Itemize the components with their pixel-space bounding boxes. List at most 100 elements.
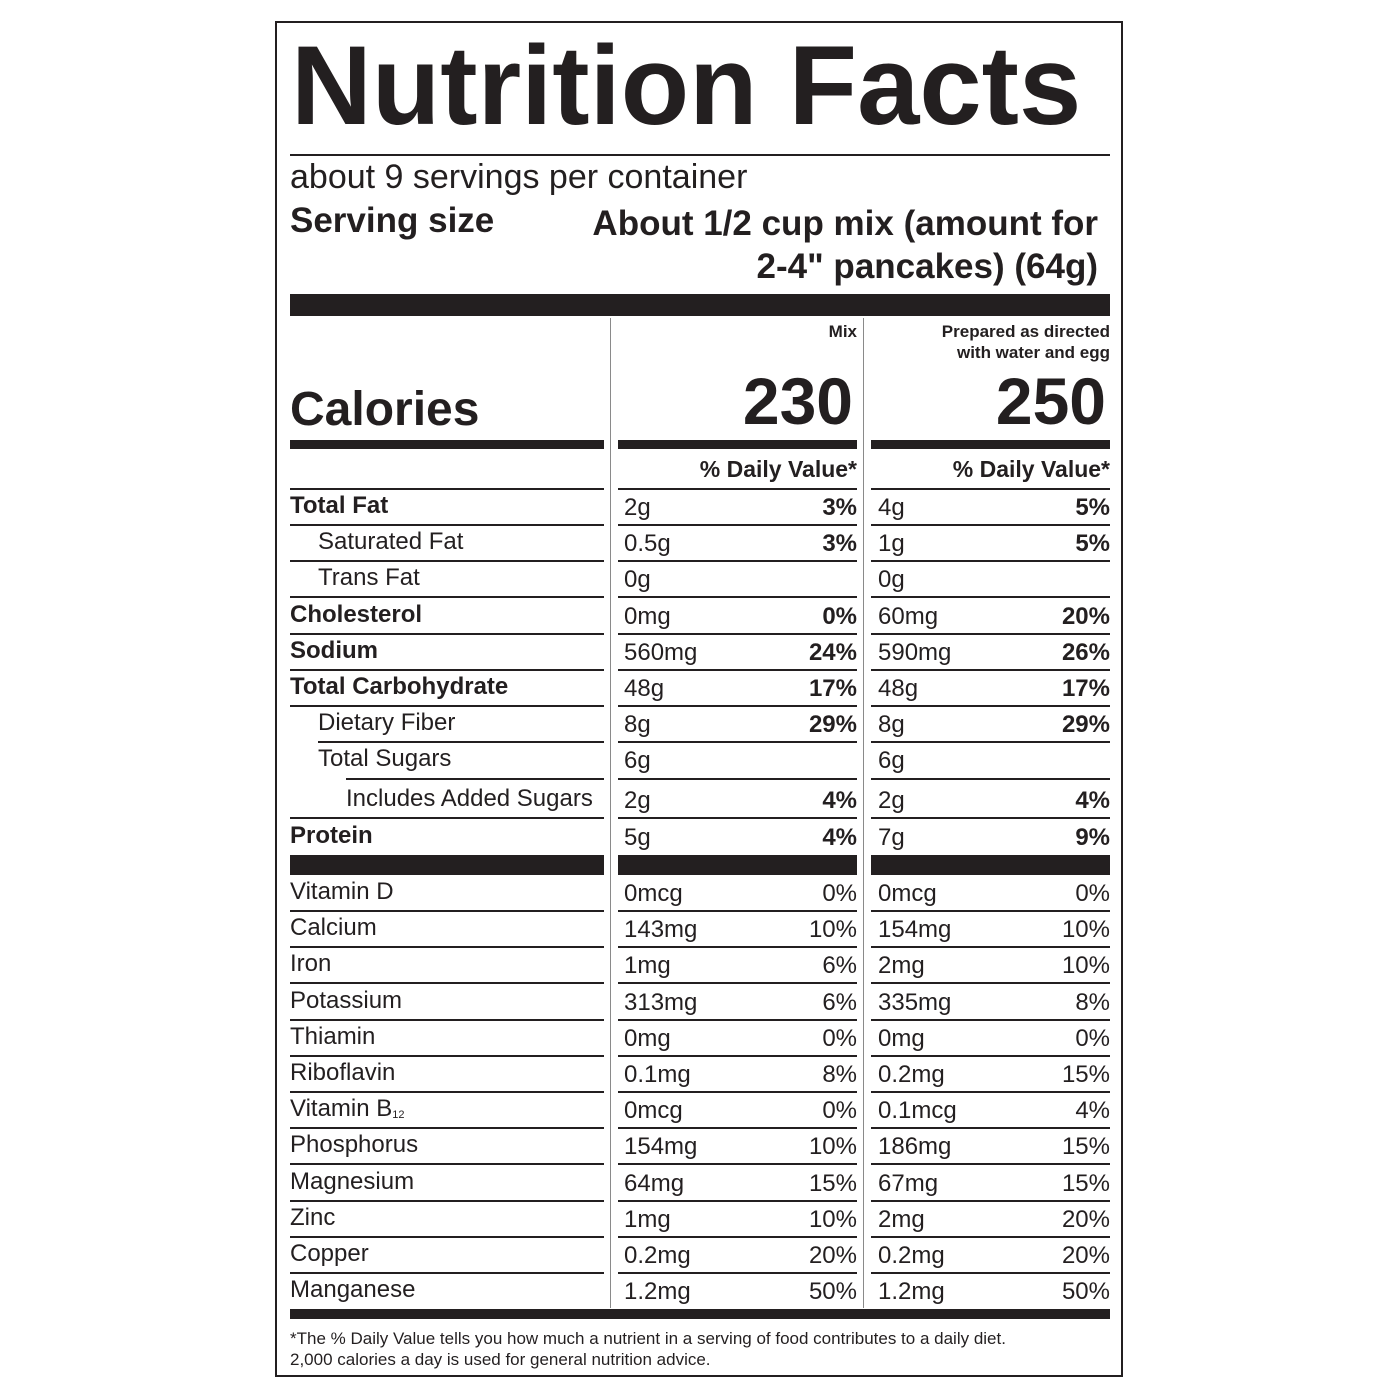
row-rule-prepared [871,633,1110,635]
calories-prepared-value: 250 [995,364,1106,438]
mix-amount: 8g [624,711,651,738]
prepared-daily-value: 8% [1075,989,1110,1016]
prepared-amount: 0g [878,566,905,593]
row-rule-prepared [871,1019,1110,1021]
mix-amount: 1mg [624,1206,671,1233]
prepared-amount: 0mg [878,1025,925,1052]
prepared-daily-value: 17% [1061,675,1110,702]
row-rule-prepared [871,1272,1110,1274]
mix-daily-value: 29% [808,711,857,738]
prepared-amount: 0.1mcg [878,1097,957,1124]
prepared-daily-value: 0% [1075,880,1110,907]
vitamin-name: Riboflavin [290,1061,395,1085]
mix-amount: 0.5g [624,530,671,557]
vitamin-name: Magnesium [290,1170,414,1194]
row-rule-left [290,982,604,984]
prepared-amount: 8g [878,711,905,738]
row-rule-left [290,669,604,671]
mix-daily-value: 0% [822,1097,857,1124]
nutrient-name: Total Sugars [318,745,452,772]
vitamin-name: Copper [290,1242,369,1266]
mix-daily-value: 6% [822,952,857,979]
row-rule-mix [618,741,857,743]
prepared-daily-value: 20% [1061,603,1110,630]
prepared-daily-value: 10% [1061,952,1110,979]
mix-daily-value: 3% [822,530,857,557]
prepared-daily-value: 5% [1075,494,1110,521]
prepared-daily-value: 20% [1061,1206,1110,1233]
mix-amount: 0g [624,566,651,593]
row-rule-mix [618,1236,857,1238]
prepared-daily-value: 15% [1061,1061,1110,1088]
prepared-amount: 0.2mg [878,1242,945,1269]
vitamin-subscript: 12 [392,1109,405,1121]
row-rule-mix [618,817,857,819]
nutrient-name: Cholesterol [290,601,423,628]
mix-daily-value: 6% [822,989,857,1016]
mix-daily-value: 0% [822,1025,857,1052]
row-rule-prepared [871,488,1110,490]
column-divider-mix [610,318,611,1308]
mix-column-header: Mix [828,322,857,341]
vitamin-name-text: Vitamin D [290,878,394,905]
mix-daily-value: 3% [822,494,857,521]
prepared-amount: 1.2mg [878,1278,945,1305]
row-rule-left [290,1019,604,1021]
mix-amount: 1.2mg [624,1278,691,1305]
row-rule-mix [618,633,857,635]
daily-value-header-mix: % Daily Value* [699,456,857,482]
prepared-amount: 0mcg [878,880,937,907]
row-rule-left [290,1163,604,1165]
mix-daily-value: 15% [808,1170,857,1197]
vitamin-thick-rule-mix [618,855,857,875]
vitamin-name-text: Thiamin [290,1023,376,1050]
row-rule-mix [618,524,857,526]
row-rule-prepared [871,1200,1110,1202]
mix-amount: 0.1mg [624,1061,691,1088]
row-rule-mix [618,1163,857,1165]
prepared-daily-value: 4% [1075,787,1110,814]
nutrient-name: Includes Added Sugars [346,785,593,812]
serving-size-line1: About 1/2 cup mix (amount for [592,204,1098,243]
mix-daily-value: 8% [822,1061,857,1088]
serving-thick-rule [290,294,1110,316]
row-rule-prepared [871,1127,1110,1129]
mix-daily-value: 20% [808,1242,857,1269]
row-rule-mix [618,1091,857,1093]
row-rule-prepared [871,596,1110,598]
vitamin-name-text: Iron [290,950,332,977]
row-rule-prepared [871,741,1110,743]
vitamin-name: Zinc [290,1206,335,1230]
mix-amount: 1mg [624,952,671,979]
mix-daily-value: 4% [822,824,857,851]
column-divider-prepared [863,318,864,1308]
mix-amount: 154mg [624,1133,698,1160]
row-rule-mix [618,946,857,948]
prepared-amount: 7g [878,824,905,851]
row-rule-left [290,1200,604,1202]
mix-daily-value: 24% [808,639,857,666]
vitamin-name-text: Vitamin B [290,1095,393,1122]
vitamin-name: Vitamin B12 [290,1097,405,1121]
nutrient-name: Protein [290,822,373,849]
mix-amount: 48g [624,675,665,702]
row-rule-prepared [871,1055,1110,1057]
prepared-daily-value: 9% [1075,824,1110,851]
row-rule-mix [618,488,857,490]
prepared-amount: 154mg [878,916,952,943]
mix-amount: 5g [624,824,651,851]
row-rule-mix [618,982,857,984]
row-rule-mix [618,910,857,912]
prepared-amount: 2g [878,787,905,814]
vitamin-name: Iron [290,952,331,976]
prepared-amount: 4g [878,494,905,521]
calories-rule-prepared [871,440,1110,449]
prepared-amount: 2mg [878,1206,925,1233]
mix-amount: 0mg [624,603,671,630]
vitamin-name: Potassium [290,989,402,1013]
row-rule-mix [618,596,857,598]
row-rule-prepared [871,817,1110,819]
nutrient-name: Dietary Fiber [318,709,456,736]
serving-size-value: About 1/2 cup mix (amount for 2-4" panca… [592,203,1098,288]
prepared-daily-value: 26% [1061,639,1110,666]
